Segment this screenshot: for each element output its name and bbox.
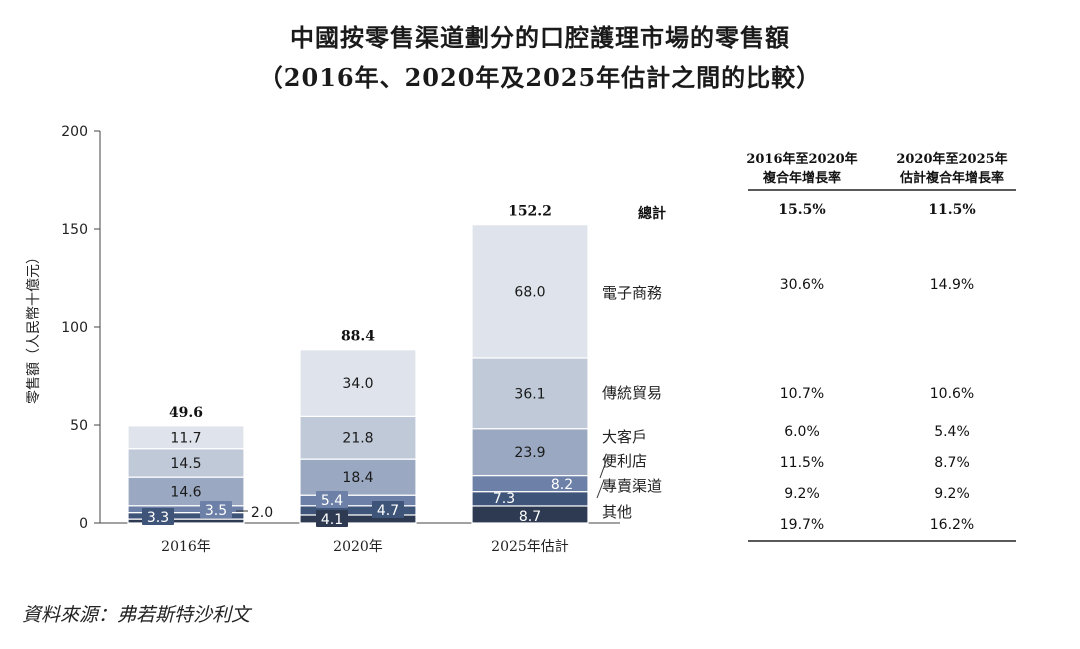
y-tick-label: 50 — [70, 418, 88, 434]
bar-segment-電子商務 — [299, 349, 417, 417]
series-label-便利店: 便利店 — [602, 452, 647, 470]
bar-segment-專賣渠道 — [471, 491, 589, 507]
cagr-value-電子商務: 14.9% — [930, 277, 974, 293]
x-tick-label: 2016年 — [161, 539, 211, 555]
cagr-value-便利店: 8.7% — [934, 455, 970, 471]
value-label-box — [316, 510, 348, 527]
legend-leader — [596, 479, 605, 499]
legend-leader — [599, 455, 609, 479]
series-label-大客戶: 大客戶 — [602, 428, 647, 446]
cagr-value-傳統貿易: 10.6% — [930, 386, 974, 402]
value-label-專賣渠道: 3.3 — [147, 510, 169, 526]
value-label-box — [372, 501, 404, 518]
cagr-value-傳統貿易: 10.7% — [780, 386, 824, 402]
chart-title: 中國按零售渠道劃分的口腔護理市場的零售額 — [290, 23, 790, 52]
cagr-value-專賣渠道: 9.2% — [934, 486, 970, 502]
value-label-大客戶: 14.6 — [170, 484, 201, 500]
value-label-傳統貿易: 14.5 — [170, 456, 201, 472]
value-label-box — [316, 491, 348, 508]
bar-segment-大客戶 — [299, 458, 417, 496]
value-label-便利店: 5.4 — [321, 493, 343, 509]
value-label-電子商務: 34.0 — [342, 376, 373, 392]
y-tick-label: 0 — [79, 516, 88, 532]
cagr-value-電子商務: 30.6% — [780, 277, 824, 293]
cagr-value-總計: 15.5% — [778, 202, 825, 218]
value-label-box — [200, 501, 232, 518]
value-label-大客戶: 18.4 — [342, 470, 373, 486]
series-label-傳統貿易: 傳統貿易 — [602, 384, 662, 402]
cagr-value-大客戶: 5.4% — [934, 424, 970, 440]
value-label-其他: 4.1 — [321, 512, 343, 528]
bar-total-label: 49.6 — [169, 405, 203, 421]
bar-segment-電子商務 — [471, 224, 589, 359]
cagr-value-大客戶: 6.0% — [784, 424, 820, 440]
series-label-電子商務: 電子商務 — [602, 284, 662, 302]
cagr-header-2: 估計複合年增長率 — [899, 170, 1004, 186]
source-note: 資料來源：弗若斯特沙利文 — [22, 604, 251, 626]
value-label-專賣渠道: 4.7 — [377, 503, 399, 519]
cagr-value-其他: 19.7% — [780, 517, 824, 533]
cagr-value-便利店: 11.5% — [780, 455, 824, 471]
bar-segment-傳統貿易 — [299, 415, 417, 460]
y-tick-label: 200 — [61, 124, 88, 140]
bar-total-label: 88.4 — [341, 329, 375, 345]
value-label-電子商務: 11.7 — [170, 430, 201, 446]
value-label-電子商務: 68.0 — [514, 284, 545, 300]
value-label-大客戶: 23.9 — [514, 445, 545, 461]
x-tick-label: 2020年 — [333, 539, 383, 555]
cagr-header-1: 2016年至2020年 — [746, 151, 857, 167]
y-tick-label: 100 — [61, 320, 88, 336]
bar-segment-電子商務 — [127, 425, 245, 450]
series-label-total: 總計 — [638, 205, 666, 222]
bar-total-label: 152.2 — [508, 204, 552, 220]
value-label-其他: 2.0 — [251, 505, 273, 521]
cagr-value-專賣渠道: 9.2% — [784, 486, 820, 502]
cagr-value-其他: 16.2% — [930, 517, 974, 533]
chart-subtitle: （2016年、2020年及2025年估計之間的比較） — [258, 63, 822, 92]
bar-segment-傳統貿易 — [471, 357, 589, 430]
value-label-其他: 8.7 — [519, 509, 541, 525]
cagr-value-總計: 11.5% — [928, 202, 975, 218]
value-label-專賣渠道: 7.3 — [493, 491, 515, 507]
cagr-header-2: 2020年至2025年 — [896, 151, 1007, 167]
value-label-傳統貿易: 21.8 — [342, 431, 373, 447]
value-label-便利店: 3.5 — [205, 503, 227, 519]
value-label-便利店: 8.2 — [551, 477, 573, 493]
series-label-專賣渠道: 專賣渠道 — [602, 477, 662, 495]
series-label-其他: 其他 — [602, 503, 632, 521]
value-label-傳統貿易: 36.1 — [514, 386, 545, 402]
cagr-header-1: 複合年增長率 — [762, 170, 841, 186]
value-label-box — [142, 508, 174, 525]
x-tick-label: 2025年估計 — [491, 539, 569, 555]
y-tick-label: 150 — [61, 222, 88, 238]
y-axis-title: 零售額（人民幣十億元） — [26, 250, 42, 404]
